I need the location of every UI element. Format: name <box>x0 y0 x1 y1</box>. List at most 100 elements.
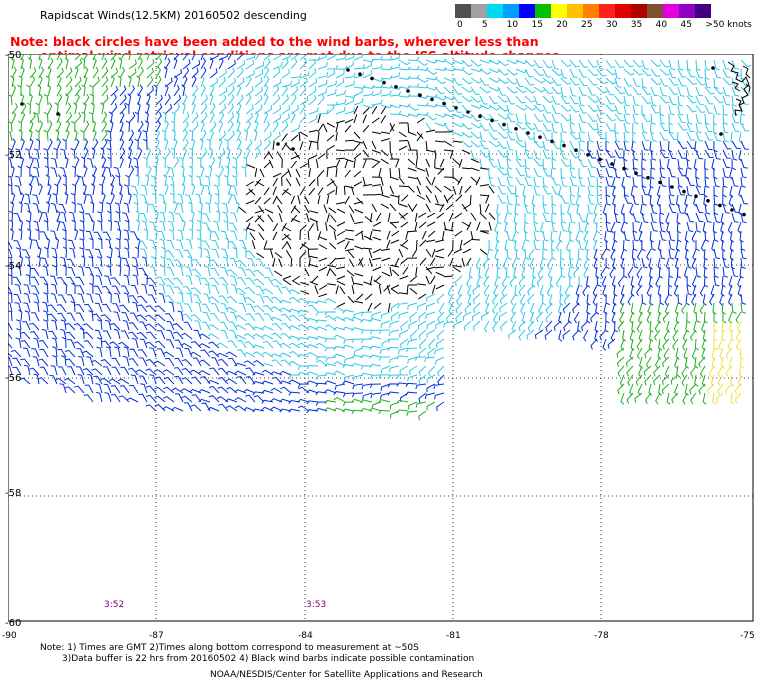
wind-barb <box>605 158 614 169</box>
legend-swatch <box>487 4 503 18</box>
wind-barb <box>434 66 447 71</box>
wind-barb <box>119 385 130 394</box>
wind-barb <box>56 276 67 286</box>
wind-barb <box>136 314 148 322</box>
wind-barb <box>730 392 735 405</box>
wind-barb <box>542 176 548 188</box>
wind-barb <box>128 112 136 124</box>
wind-barb <box>64 192 69 205</box>
wind-barb <box>164 54 168 61</box>
wind-barb <box>8 94 13 106</box>
wind-barb <box>668 230 675 242</box>
wind-barb <box>65 120 71 133</box>
wind-barb <box>129 312 139 322</box>
wind-barb <box>103 383 112 394</box>
wind-barb <box>20 340 31 349</box>
wind-barb <box>92 66 99 79</box>
wind-barb <box>19 377 31 385</box>
wind-barb <box>8 365 13 376</box>
wind-barb-map <box>8 54 754 622</box>
wind-barb <box>348 205 355 214</box>
wind-barb <box>629 203 634 216</box>
wind-barb <box>328 224 337 232</box>
wind-barb <box>551 212 556 225</box>
wind-barb <box>569 176 578 187</box>
wind-barb <box>506 77 518 85</box>
wind-barb <box>35 102 40 115</box>
wind-barb <box>140 194 148 205</box>
wind-barb <box>673 284 679 297</box>
wind-barb <box>416 77 429 83</box>
wind-barb <box>344 80 355 88</box>
wind-barb <box>187 256 193 268</box>
wind-barb <box>246 227 256 232</box>
wind-barb <box>578 77 588 87</box>
wind-barb <box>699 365 706 378</box>
wind-barb <box>389 401 400 410</box>
wind-barb <box>29 67 37 79</box>
wind-barb <box>196 219 202 232</box>
wind-barb <box>704 77 711 89</box>
wind-barb <box>272 131 281 142</box>
wind-barb <box>203 248 211 259</box>
wind-barb <box>180 165 185 178</box>
wind-barb <box>686 131 695 141</box>
wind-barb <box>198 370 211 376</box>
wind-barb <box>230 184 238 196</box>
wind-barb <box>434 58 447 63</box>
wind-barb <box>425 176 432 185</box>
wind-barb <box>227 54 232 61</box>
wind-barb <box>200 183 205 196</box>
wind-barb <box>134 165 139 177</box>
wind-barb <box>506 86 518 94</box>
wind-barb <box>211 231 220 241</box>
wind-barb <box>227 67 235 79</box>
contamination-circle <box>670 185 674 189</box>
wind-barb <box>398 194 400 205</box>
wind-barb <box>145 358 157 367</box>
wind-barb <box>343 185 346 196</box>
wind-barb <box>52 346 58 358</box>
wind-barb <box>227 85 235 97</box>
legend-label: 30 <box>605 20 618 30</box>
wind-barb <box>200 84 206 97</box>
wind-barb <box>587 131 594 143</box>
wind-barb <box>211 239 220 250</box>
wind-barb <box>397 347 409 355</box>
wind-barb <box>351 338 364 344</box>
wind-barb <box>614 113 625 122</box>
wind-barb <box>326 144 335 151</box>
wind-barb <box>254 196 262 205</box>
wind-barb <box>263 151 270 160</box>
wind-barb <box>703 311 709 324</box>
contamination-circle <box>694 194 698 198</box>
wind-barb <box>425 140 428 150</box>
wind-barb <box>284 143 292 151</box>
wind-barb <box>206 138 211 151</box>
wind-barb <box>162 351 175 358</box>
wind-barb <box>362 114 367 124</box>
wind-barb <box>83 66 89 79</box>
wind-barb <box>263 105 273 115</box>
wind-barb <box>218 57 224 70</box>
wind-barb <box>28 129 33 142</box>
wind-barb <box>227 120 234 133</box>
wind-barb <box>372 257 382 261</box>
wind-barb <box>128 84 135 97</box>
wind-barb <box>479 59 492 64</box>
wind-barb <box>695 221 702 233</box>
wind-barb <box>182 286 193 295</box>
wind-barb <box>263 111 269 124</box>
wind-barb <box>739 113 745 126</box>
wind-barb <box>28 57 33 70</box>
wind-barb <box>351 354 364 359</box>
wind-barb <box>587 176 595 188</box>
wind-barb <box>360 399 373 404</box>
wind-barb <box>504 221 509 234</box>
wind-barb <box>676 212 681 225</box>
wind-barb <box>83 75 88 88</box>
wind-barb <box>654 329 661 342</box>
wind-barb <box>224 165 230 178</box>
wind-barb <box>152 246 157 258</box>
wind-barb <box>297 195 301 205</box>
